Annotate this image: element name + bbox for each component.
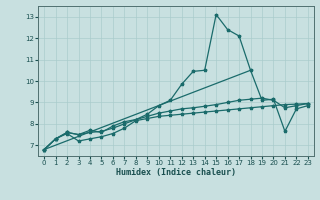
X-axis label: Humidex (Indice chaleur): Humidex (Indice chaleur)	[116, 168, 236, 177]
